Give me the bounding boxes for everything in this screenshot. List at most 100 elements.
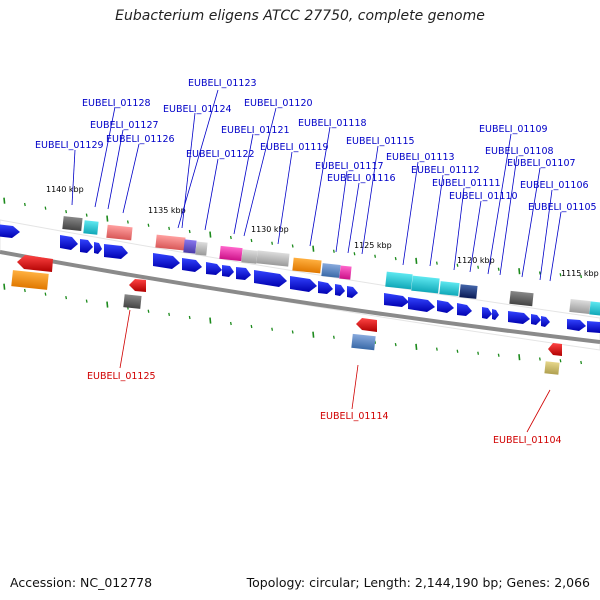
tick-mark: [106, 301, 109, 308]
kbp-label-1130: 1130 kbp: [251, 225, 289, 234]
tick-mark: [44, 206, 47, 210]
tick-mark: [271, 327, 274, 331]
gene-label: EUBELI_01119: [260, 142, 329, 153]
red-leader-lines: [119, 309, 551, 433]
tick-mark: [518, 354, 521, 361]
gene-label: EUBELI_01127: [90, 120, 159, 131]
tick-mark: [229, 235, 232, 240]
gene-arrow: [335, 284, 345, 296]
tick-mark: [518, 268, 521, 275]
gene-box: [321, 263, 341, 278]
tick-mark: [168, 312, 171, 317]
gene-label: EUBELI_01115: [346, 136, 415, 147]
gene-arrow-reverse: [17, 255, 53, 272]
tick-mark: [85, 213, 88, 217]
gene-box: [256, 250, 290, 267]
tick-mark: [312, 331, 315, 338]
tick-mark: [3, 197, 6, 204]
gene-arrow: [384, 293, 409, 307]
tick-mark: [291, 244, 294, 248]
gene-label: EUBELI_01123: [188, 78, 257, 89]
gene-arrow: [587, 321, 600, 333]
gene-box: [509, 290, 534, 307]
gene-arrow: [290, 276, 317, 292]
position-labels: 1140 kbp 1135 kbp 1130 kbp 1125 kbp 1120…: [46, 185, 599, 278]
gene-arrow: [153, 253, 180, 269]
gene-label: EUBELI_01121: [221, 125, 290, 136]
gene-box: [195, 241, 208, 256]
gene-label: EUBELI_01108: [485, 146, 554, 157]
gene-box: [439, 281, 460, 297]
tick-mark: [559, 273, 562, 277]
gene-arrow: [482, 307, 492, 319]
gene-label: EUBELI_01114: [320, 411, 389, 422]
gene-label: EUBELI_01124: [163, 104, 232, 115]
gene-arrow: [508, 311, 530, 324]
tick-mark: [497, 267, 500, 271]
tick-mark: [250, 238, 253, 243]
red-gene-labels: EUBELI_01125 EUBELI_01114 EUBELI_01104: [87, 371, 562, 446]
accession-text: Accession: NC_012778: [10, 575, 153, 590]
gene-arrow: [206, 262, 222, 275]
gene-box: [459, 284, 478, 299]
gene-box: [569, 298, 591, 315]
tick-mark: [456, 349, 459, 353]
gene-box: [62, 216, 83, 232]
tick-mark: [415, 257, 418, 264]
gene-arrow: [437, 300, 454, 313]
tick-mark: [559, 359, 562, 363]
gene-arrow: [60, 235, 78, 250]
gene-label: EUBELI_01122: [186, 149, 255, 160]
gene-label: EUBELI_01125: [87, 371, 156, 382]
gene-arrow: [182, 258, 202, 272]
tick-mark: [312, 245, 315, 252]
genome-summary-text: Topology: circular; Length: 2,144,190 bp…: [246, 575, 590, 590]
gene-arrow: [457, 303, 472, 316]
gene-arrow-reverse: [129, 279, 146, 292]
gene-label: EUBELI_01120: [244, 98, 313, 109]
gene-label: EUBELI_01126: [106, 134, 175, 145]
gene-arrow: [222, 265, 234, 277]
tick-mark: [106, 215, 109, 222]
gene-arrow: [567, 319, 586, 331]
gene-label: EUBELI_01117: [315, 161, 384, 172]
tick-mark: [188, 229, 191, 234]
tick-mark: [353, 252, 356, 256]
tick-mark: [23, 202, 26, 207]
gene-label: EUBELI_01109: [479, 124, 548, 135]
gene-box: [219, 245, 243, 262]
tick-mark: [291, 330, 294, 334]
gene-features: [0, 216, 600, 375]
tick-mark: [65, 296, 68, 300]
gene-label: EUBELI_01105: [528, 202, 597, 213]
tick-mark: [23, 288, 26, 293]
tick-mark: [85, 299, 88, 303]
gene-box: [292, 257, 322, 274]
upper-tick-row: [3, 197, 583, 279]
map-title: Eubacterium eligens ATCC 27750, complete…: [115, 8, 485, 24]
tick-mark: [147, 309, 150, 313]
gene-arrow: [104, 244, 128, 259]
gene-label: EUBELI_01116: [327, 173, 396, 184]
gene-arrow-reverse: [548, 343, 562, 356]
tick-mark: [209, 231, 212, 238]
gene-box: [351, 333, 376, 351]
gene-box: [241, 249, 258, 264]
blue-gene-labels: EUBELI_01123 EUBELI_01128 EUBELI_01124 E…: [35, 78, 597, 213]
tick-mark: [435, 347, 438, 351]
kbp-label-1125: 1125 kbp: [354, 241, 392, 250]
tick-mark: [538, 271, 541, 275]
tick-mark: [497, 353, 500, 357]
gene-arrow: [80, 239, 93, 253]
gene-arrow: [492, 309, 499, 320]
gene-box: [589, 301, 600, 316]
kbp-label-1115: 1115 kbp: [561, 269, 599, 278]
gene-arrow: [347, 286, 358, 298]
tick-mark: [65, 210, 68, 214]
gene-box: [544, 361, 560, 375]
tick-mark: [168, 226, 171, 231]
blue-leader-lines: [71, 89, 562, 282]
tick-mark: [126, 220, 129, 224]
gene-box: [83, 220, 99, 235]
